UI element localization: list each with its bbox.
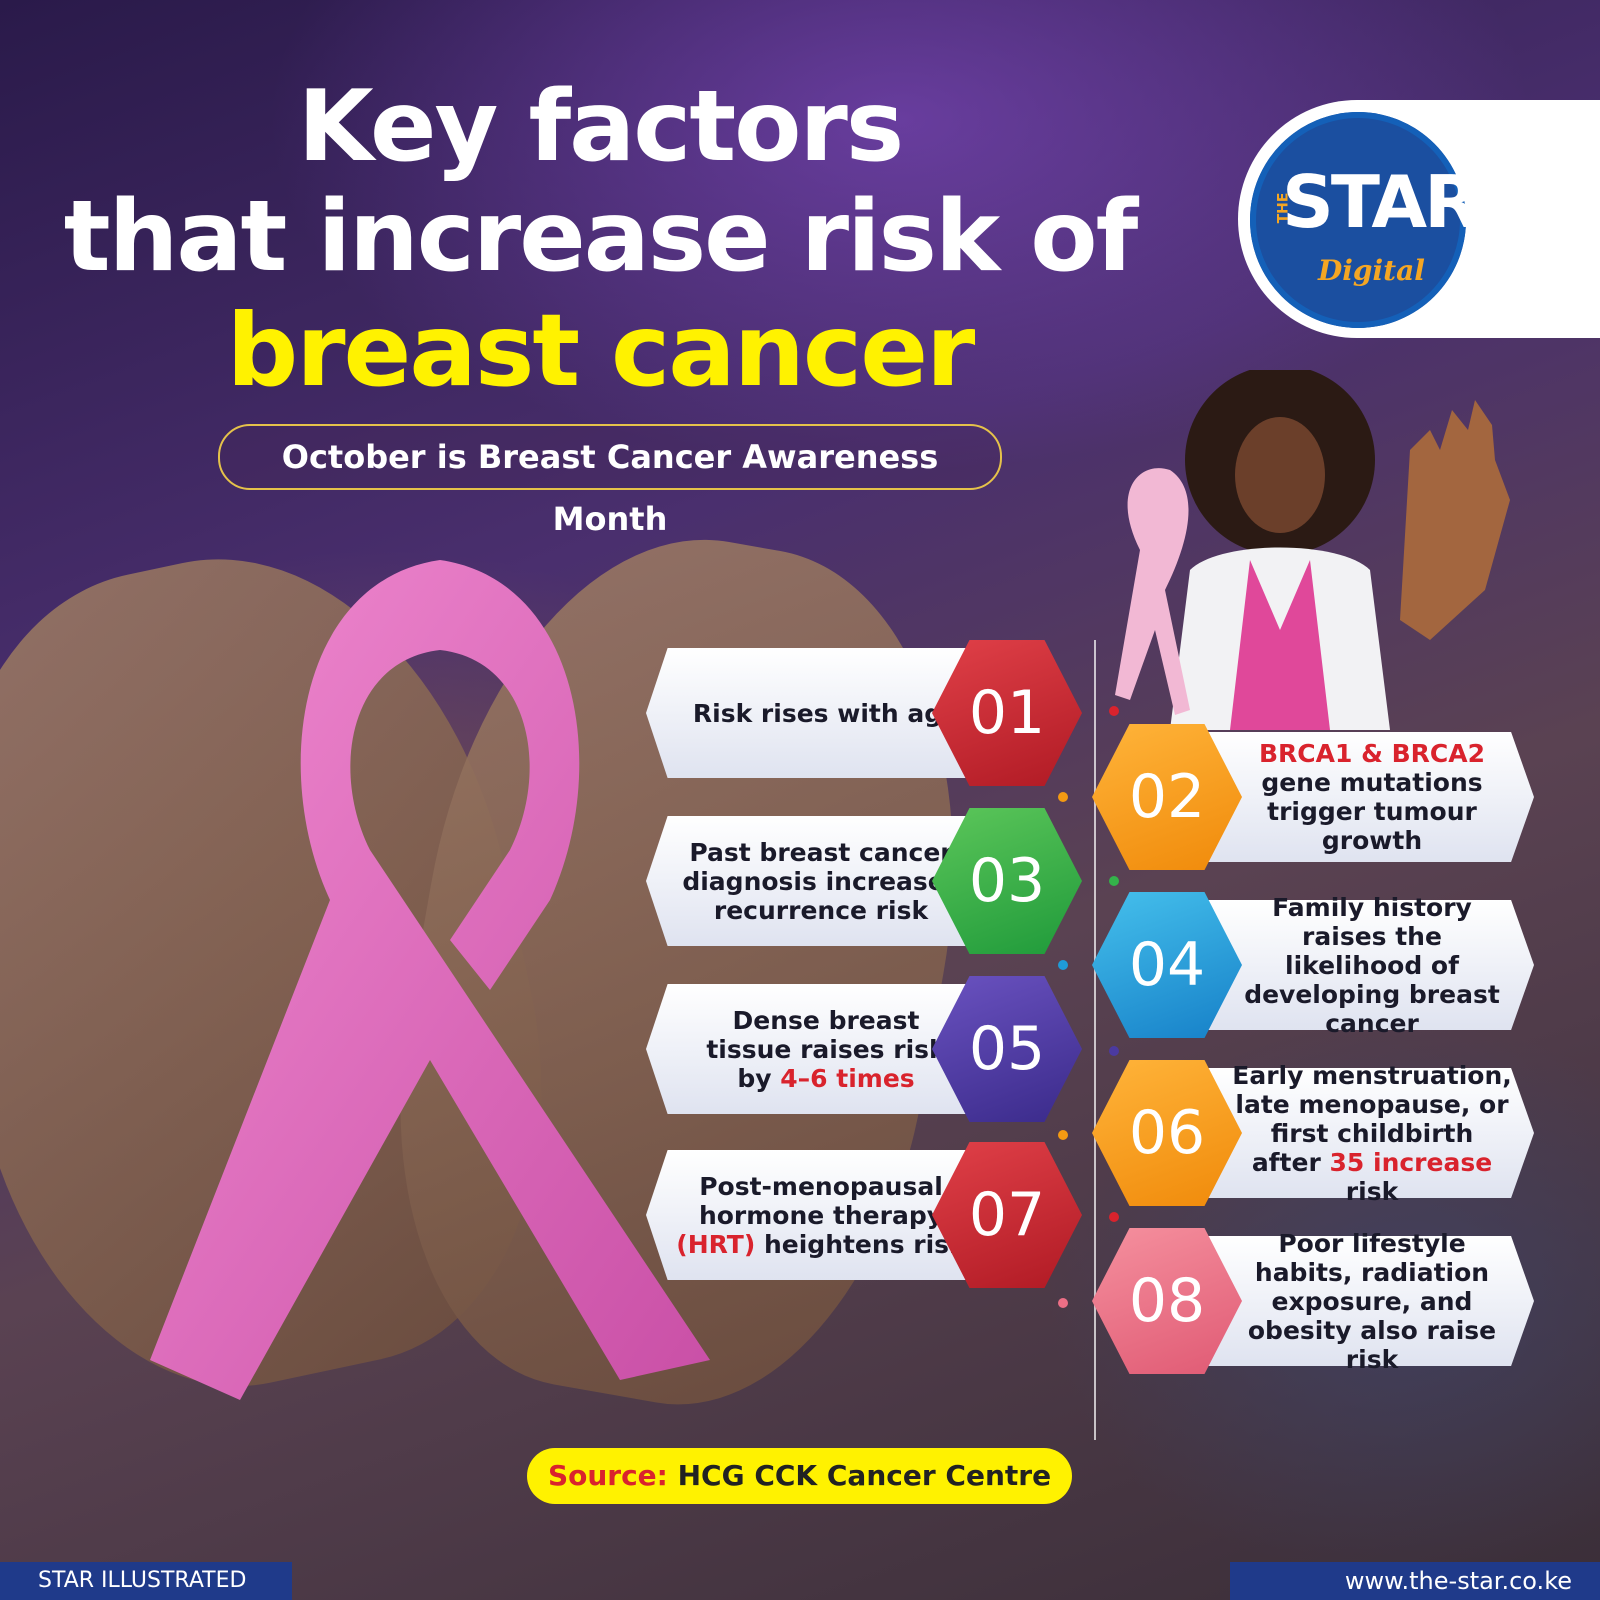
factor-text-tail: heightens risk <box>755 1229 966 1259</box>
factor-number-badge: 07 <box>932 1142 1082 1288</box>
pink-ribbon-icon <box>150 560 710 1400</box>
factor-highlight: 4–6 times <box>780 1063 915 1093</box>
timeline-dot <box>1109 1046 1119 1056</box>
factor-text: Risk rises with age <box>692 698 960 728</box>
factor-text: Past breast cancer diagnosis increases r… <box>682 837 960 925</box>
factor-highlight: BRCA1 & BRCA2 <box>1258 739 1485 768</box>
factor-text-body: Post-menopausal hormone therapy <box>698 1171 944 1230</box>
title-line-1: Key factors <box>297 70 904 184</box>
title-line-3: breast cancer <box>226 292 976 409</box>
factor-number-badge: 06 <box>1092 1060 1242 1206</box>
doctor-illustration <box>1115 370 1510 730</box>
factor-text: Dense breast tissue raises risk by 4–6 t… <box>696 1006 956 1093</box>
footer-website-link[interactable]: www.the-star.co.ke <box>1230 1562 1600 1600</box>
factor-text-body: Dense breast tissue raises risk by <box>706 1005 946 1093</box>
factor-text-body: Early menstruation, late menopause, or f… <box>1232 1060 1512 1177</box>
title-line-2: that increase risk of <box>63 180 1139 294</box>
source-pill: Source: HCG CCK Cancer Centre <box>527 1448 1072 1504</box>
factor-text: Family history raises the likelihood of … <box>1244 892 1500 1038</box>
source-value: HCG CCK Cancer Centre <box>667 1459 1052 1492</box>
logo-digital-text: Digital <box>1318 254 1425 287</box>
factor-highlight: 35 increase <box>1329 1147 1493 1177</box>
timeline-dot <box>1058 960 1068 970</box>
factor-text-tail: risk <box>1345 1176 1399 1206</box>
star-digital-logo <box>1250 112 1466 328</box>
footer-credit: STAR ILLUSTRATED <box>0 1562 292 1600</box>
factor-text: BRCA1 & BRCA2 gene mutations trigger tumo… <box>1232 739 1512 855</box>
logo-star-text: STAR <box>1282 160 1480 244</box>
source-label: Source: <box>547 1459 668 1492</box>
factor-text-body: gene mutations trigger tumour growth <box>1261 768 1483 855</box>
timeline-dot <box>1109 876 1119 886</box>
timeline-dot <box>1109 1212 1119 1222</box>
factor-text: Early menstruation, late menopause, or f… <box>1232 1061 1512 1206</box>
factor-text: Post-menopausal hormone therapy (HRT) he… <box>676 1172 966 1259</box>
factor-number-badge: 08 <box>1092 1228 1242 1374</box>
timeline-line <box>1094 640 1096 1440</box>
awareness-month-pill: October is Breast Cancer Awareness Month <box>218 424 1002 538</box>
factor-highlight: (HRT) <box>676 1229 756 1259</box>
timeline-dot <box>1058 1298 1068 1308</box>
timeline-dot <box>1109 706 1119 716</box>
timeline-dot <box>1058 1130 1068 1140</box>
timeline-dot <box>1058 792 1068 802</box>
factor-text: Poor lifestyle habits, radiation exposur… <box>1247 1228 1497 1374</box>
